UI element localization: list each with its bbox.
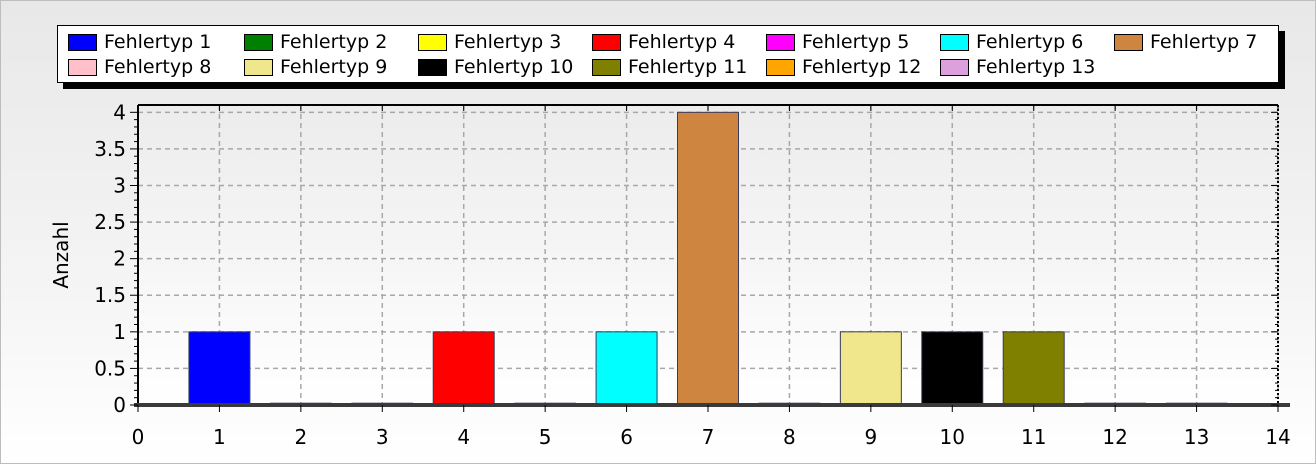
legend-label: Fehlertyp 5: [802, 31, 910, 53]
legend-label: Fehlertyp 10: [454, 56, 574, 78]
legend-swatch: [940, 33, 969, 51]
legend: Fehlertyp 1 Fehlertyp 2 Fehlertyp 3 Fehlert…: [57, 25, 1279, 83]
x-tick-label: 8: [783, 425, 796, 449]
legend-item: Fehlertyp 13: [940, 55, 1095, 79]
legend-item: Fehlertyp 5: [766, 30, 909, 54]
legend-label: Fehlertyp 7: [1150, 31, 1258, 53]
x-tick-label: 3: [376, 425, 389, 449]
bar: [432, 331, 495, 406]
legend-label: Fehlertyp 12: [802, 56, 922, 78]
x-tick-label: 14: [1265, 425, 1290, 449]
legend-swatch: [940, 58, 969, 76]
legend-item: Fehlertyp 3: [418, 30, 561, 54]
legend-swatch: [68, 33, 97, 51]
legend-label: Fehlertyp 1: [104, 31, 212, 53]
y-tick-label: 0: [113, 393, 126, 417]
bar: [595, 331, 658, 406]
y-tick-label: 2.5: [94, 210, 126, 234]
bar: [839, 331, 902, 406]
x-tick-label: 4: [457, 425, 470, 449]
legend-swatch: [1114, 33, 1143, 51]
legend-item: Fehlertyp 7: [1114, 30, 1257, 54]
y-tick-label: 3.5: [94, 137, 126, 161]
x-tick-label: 13: [1184, 425, 1209, 449]
legend-item: Fehlertyp 1: [68, 30, 211, 54]
y-tick-label: 1.5: [94, 283, 126, 307]
x-tick-label: 5: [539, 425, 552, 449]
legend-swatch: [244, 33, 273, 51]
bar: [677, 111, 739, 406]
legend-swatch: [766, 33, 795, 51]
legend-item: Fehlertyp 10: [418, 55, 573, 79]
legend-item: Fehlertyp 9: [244, 55, 387, 79]
legend-swatch: [766, 58, 795, 76]
legend-label: Fehlertyp 3: [454, 31, 562, 53]
x-tick-label: 7: [702, 425, 715, 449]
legend-swatch: [592, 33, 621, 51]
legend-item: Fehlertyp 6: [940, 30, 1083, 54]
x-tick-label: 1: [213, 425, 226, 449]
y-tick-label: 3: [113, 173, 126, 197]
y-tick-label: 2: [113, 247, 126, 271]
x-tick-label: 2: [294, 425, 307, 449]
legend-swatch: [244, 58, 273, 76]
x-tick-label: 10: [940, 425, 965, 449]
legend-label: Fehlertyp 9: [280, 56, 388, 78]
legend-swatch: [68, 58, 97, 76]
bar: [188, 331, 251, 406]
y-tick-label: 4: [113, 100, 126, 124]
x-tick-label: 11: [1021, 425, 1046, 449]
legend-swatch: [592, 58, 621, 76]
bar: [921, 331, 984, 406]
legend-label: Fehlertyp 4: [628, 31, 736, 53]
y-tick-label: 1: [113, 320, 126, 344]
legend-item: Fehlertyp 4: [592, 30, 735, 54]
legend-swatch: [418, 58, 447, 76]
x-tick-label: 0: [132, 425, 145, 449]
y-tick-label: 0.5: [94, 356, 126, 380]
x-tick-label: 12: [1102, 425, 1127, 449]
legend-item: Fehlertyp 11: [592, 55, 747, 79]
legend-label: Fehlertyp 8: [104, 56, 212, 78]
x-tick-label: 6: [620, 425, 633, 449]
legend-label: Fehlertyp 11: [628, 56, 748, 78]
x-tick-label: 9: [864, 425, 877, 449]
legend-label: Fehlertyp 2: [280, 31, 388, 53]
legend-item: Fehlertyp 8: [68, 55, 211, 79]
legend-swatch: [418, 33, 447, 51]
legend-item: Fehlertyp 12: [766, 55, 921, 79]
legend-item: Fehlertyp 2: [244, 30, 387, 54]
bar: [1002, 331, 1065, 406]
legend-label: Fehlertyp 6: [976, 31, 1084, 53]
y-axis-label: Anzahl: [49, 221, 73, 288]
legend-label: Fehlertyp 13: [976, 56, 1096, 78]
